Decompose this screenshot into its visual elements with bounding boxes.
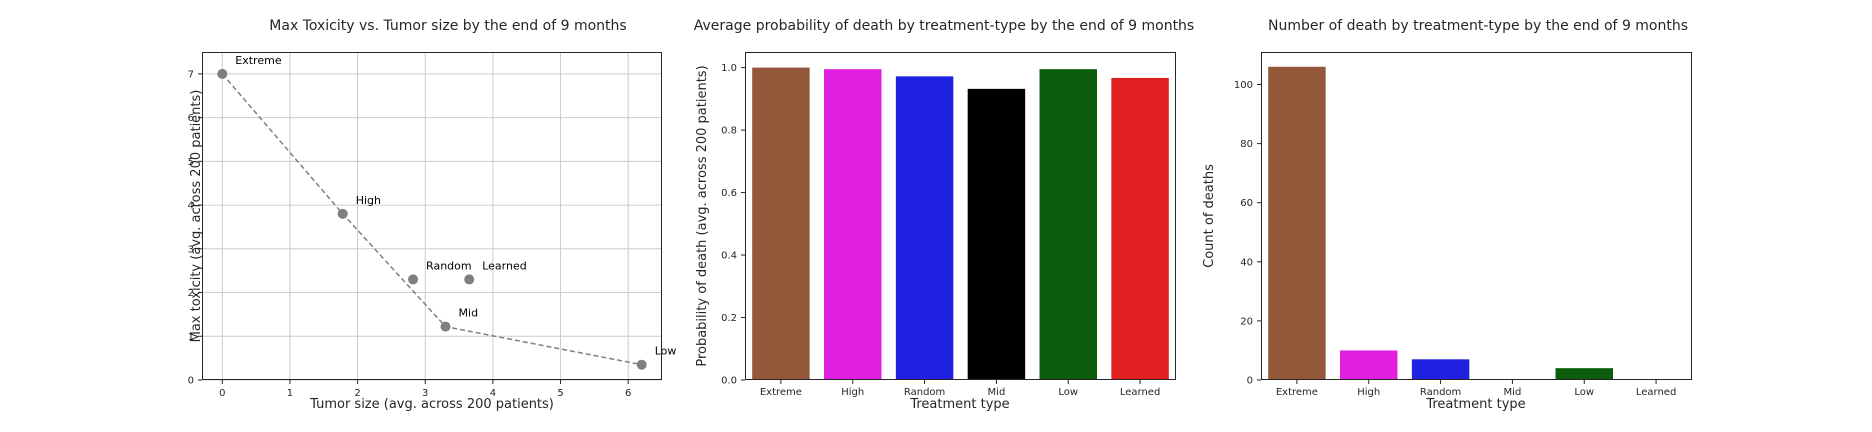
bar-high (1340, 350, 1398, 380)
y-tick-label: 3 (188, 244, 194, 255)
y-tick-label: 0.2 (721, 313, 737, 324)
x-tick-label-extreme: Extreme (1276, 387, 1318, 398)
x-tick-label-low: Low (1574, 387, 1594, 398)
point-label-low: Low (655, 345, 677, 358)
x-tick-label: 0 (219, 388, 225, 399)
y-tick-label: 100 (1234, 80, 1253, 91)
y-tick-label: 40 (1240, 257, 1253, 268)
panel3-y-ticks: 0 20 40 60 80 100 (1234, 80, 1261, 387)
panel1-grid (202, 52, 662, 381)
bar-low (1039, 69, 1097, 380)
panel2-y-label: Probability of death (avg. across 200 pa… (695, 65, 710, 366)
x-tick-label-learned: Learned (1120, 387, 1160, 398)
panel3-x-label: Treatment type (1425, 397, 1525, 412)
y-tick-label: 6 (188, 113, 194, 124)
point-extreme (217, 68, 228, 79)
point-random (408, 274, 419, 285)
count-of-deaths-panel: Number of death by treatment-type by the… (1202, 18, 1692, 412)
x-tick-label-high: High (841, 387, 864, 398)
point-mid (440, 321, 451, 332)
bar-extreme (752, 67, 810, 380)
panel2-frame (745, 52, 1176, 380)
panel2-x-ticks: Extreme High Random Mid Low Learned (760, 380, 1160, 398)
point-learned (464, 274, 475, 285)
panel1-title: Max Toxicity vs. Tumor size by the end o… (269, 18, 626, 34)
panel3-x-ticks: Extreme High Random Mid Low Learned (1276, 380, 1676, 398)
panel3-bars (1268, 66, 1613, 380)
x-tick-label-low: Low (1058, 387, 1078, 398)
panel2-title: Average probability of death by treatmen… (694, 18, 1194, 34)
y-tick-label: 0.6 (721, 188, 737, 199)
x-tick-label-random: Random (904, 387, 945, 398)
y-tick-label: 0.4 (721, 251, 737, 262)
x-tick-label-random: Random (1420, 387, 1461, 398)
panel1-x-label: Tumor size (avg. across 200 patients) (309, 397, 554, 412)
y-tick-label: 7 (188, 69, 194, 80)
y-tick-label: 60 (1240, 198, 1253, 209)
panel2-y-ticks: 0.0 0.2 0.4 0.6 0.8 1.0 (721, 63, 745, 387)
y-tick-label: 0.8 (721, 126, 737, 137)
bar-random (1411, 359, 1470, 380)
x-tick-label-high: High (1357, 387, 1380, 398)
x-tick-label: 6 (625, 388, 631, 399)
bar-mid (967, 88, 1026, 380)
bar-random (895, 76, 954, 380)
panel1-frontier-line (221, 73, 642, 366)
x-tick-label: 4 (490, 388, 496, 399)
y-tick-label: 0.0 (721, 376, 737, 387)
point-label-extreme: Extreme (235, 54, 282, 67)
point-label-mid: Mid (459, 307, 479, 320)
x-tick-label: 2 (354, 388, 360, 399)
panel1-frame (202, 52, 662, 380)
panel2-bars (752, 67, 1169, 381)
panel3-y-label: Count of deaths (1202, 164, 1217, 268)
panel1-y-ticks: 0 1 2 3 4 5 6 7 (188, 69, 202, 387)
probability-of-death-panel: Average probability of death by treatmen… (694, 18, 1194, 412)
y-tick-label: 20 (1240, 316, 1253, 327)
x-tick-label: 1 (287, 388, 293, 399)
x-tick-label: 3 (422, 388, 428, 399)
x-tick-label-mid: Mid (1504, 387, 1522, 398)
x-tick-label: 5 (557, 388, 563, 399)
panel3-title: Number of death by treatment-type by the… (1268, 18, 1688, 34)
y-tick-label: 0 (1247, 376, 1253, 387)
point-label-high: High (356, 194, 381, 207)
x-tick-label-mid: Mid (988, 387, 1006, 398)
y-tick-label: 0 (188, 376, 194, 387)
panel1-x-ticks: 0 1 2 3 4 5 6 (219, 380, 631, 399)
bar-high (824, 69, 882, 380)
y-tick-label: 1 (188, 332, 194, 343)
y-tick-label: 4 (188, 201, 194, 212)
y-tick-label: 1.0 (721, 63, 737, 74)
point-low (636, 359, 647, 370)
point-label-learned: Learned (482, 259, 527, 272)
bar-extreme (1268, 66, 1326, 380)
panel3-frame (1261, 52, 1692, 380)
toxicity-vs-tumor-panel: Max Toxicity vs. Tumor size by the end o… (188, 18, 677, 412)
panel1-points: Extreme High Random Learned Mid Low (217, 54, 676, 370)
x-tick-label-learned: Learned (1636, 387, 1676, 398)
bar-low (1555, 368, 1613, 380)
x-tick-label-extreme: Extreme (760, 387, 802, 398)
y-tick-label: 5 (188, 157, 194, 168)
y-tick-label: 80 (1240, 139, 1253, 150)
bar-learned (1111, 77, 1169, 381)
y-tick-label: 2 (188, 288, 194, 299)
panel1-y-label: Max toxicity (avg. across 200 patients) (189, 90, 204, 343)
point-high (337, 208, 348, 219)
panel2-x-label: Treatment type (909, 397, 1009, 412)
point-label-random: Random (426, 259, 472, 272)
